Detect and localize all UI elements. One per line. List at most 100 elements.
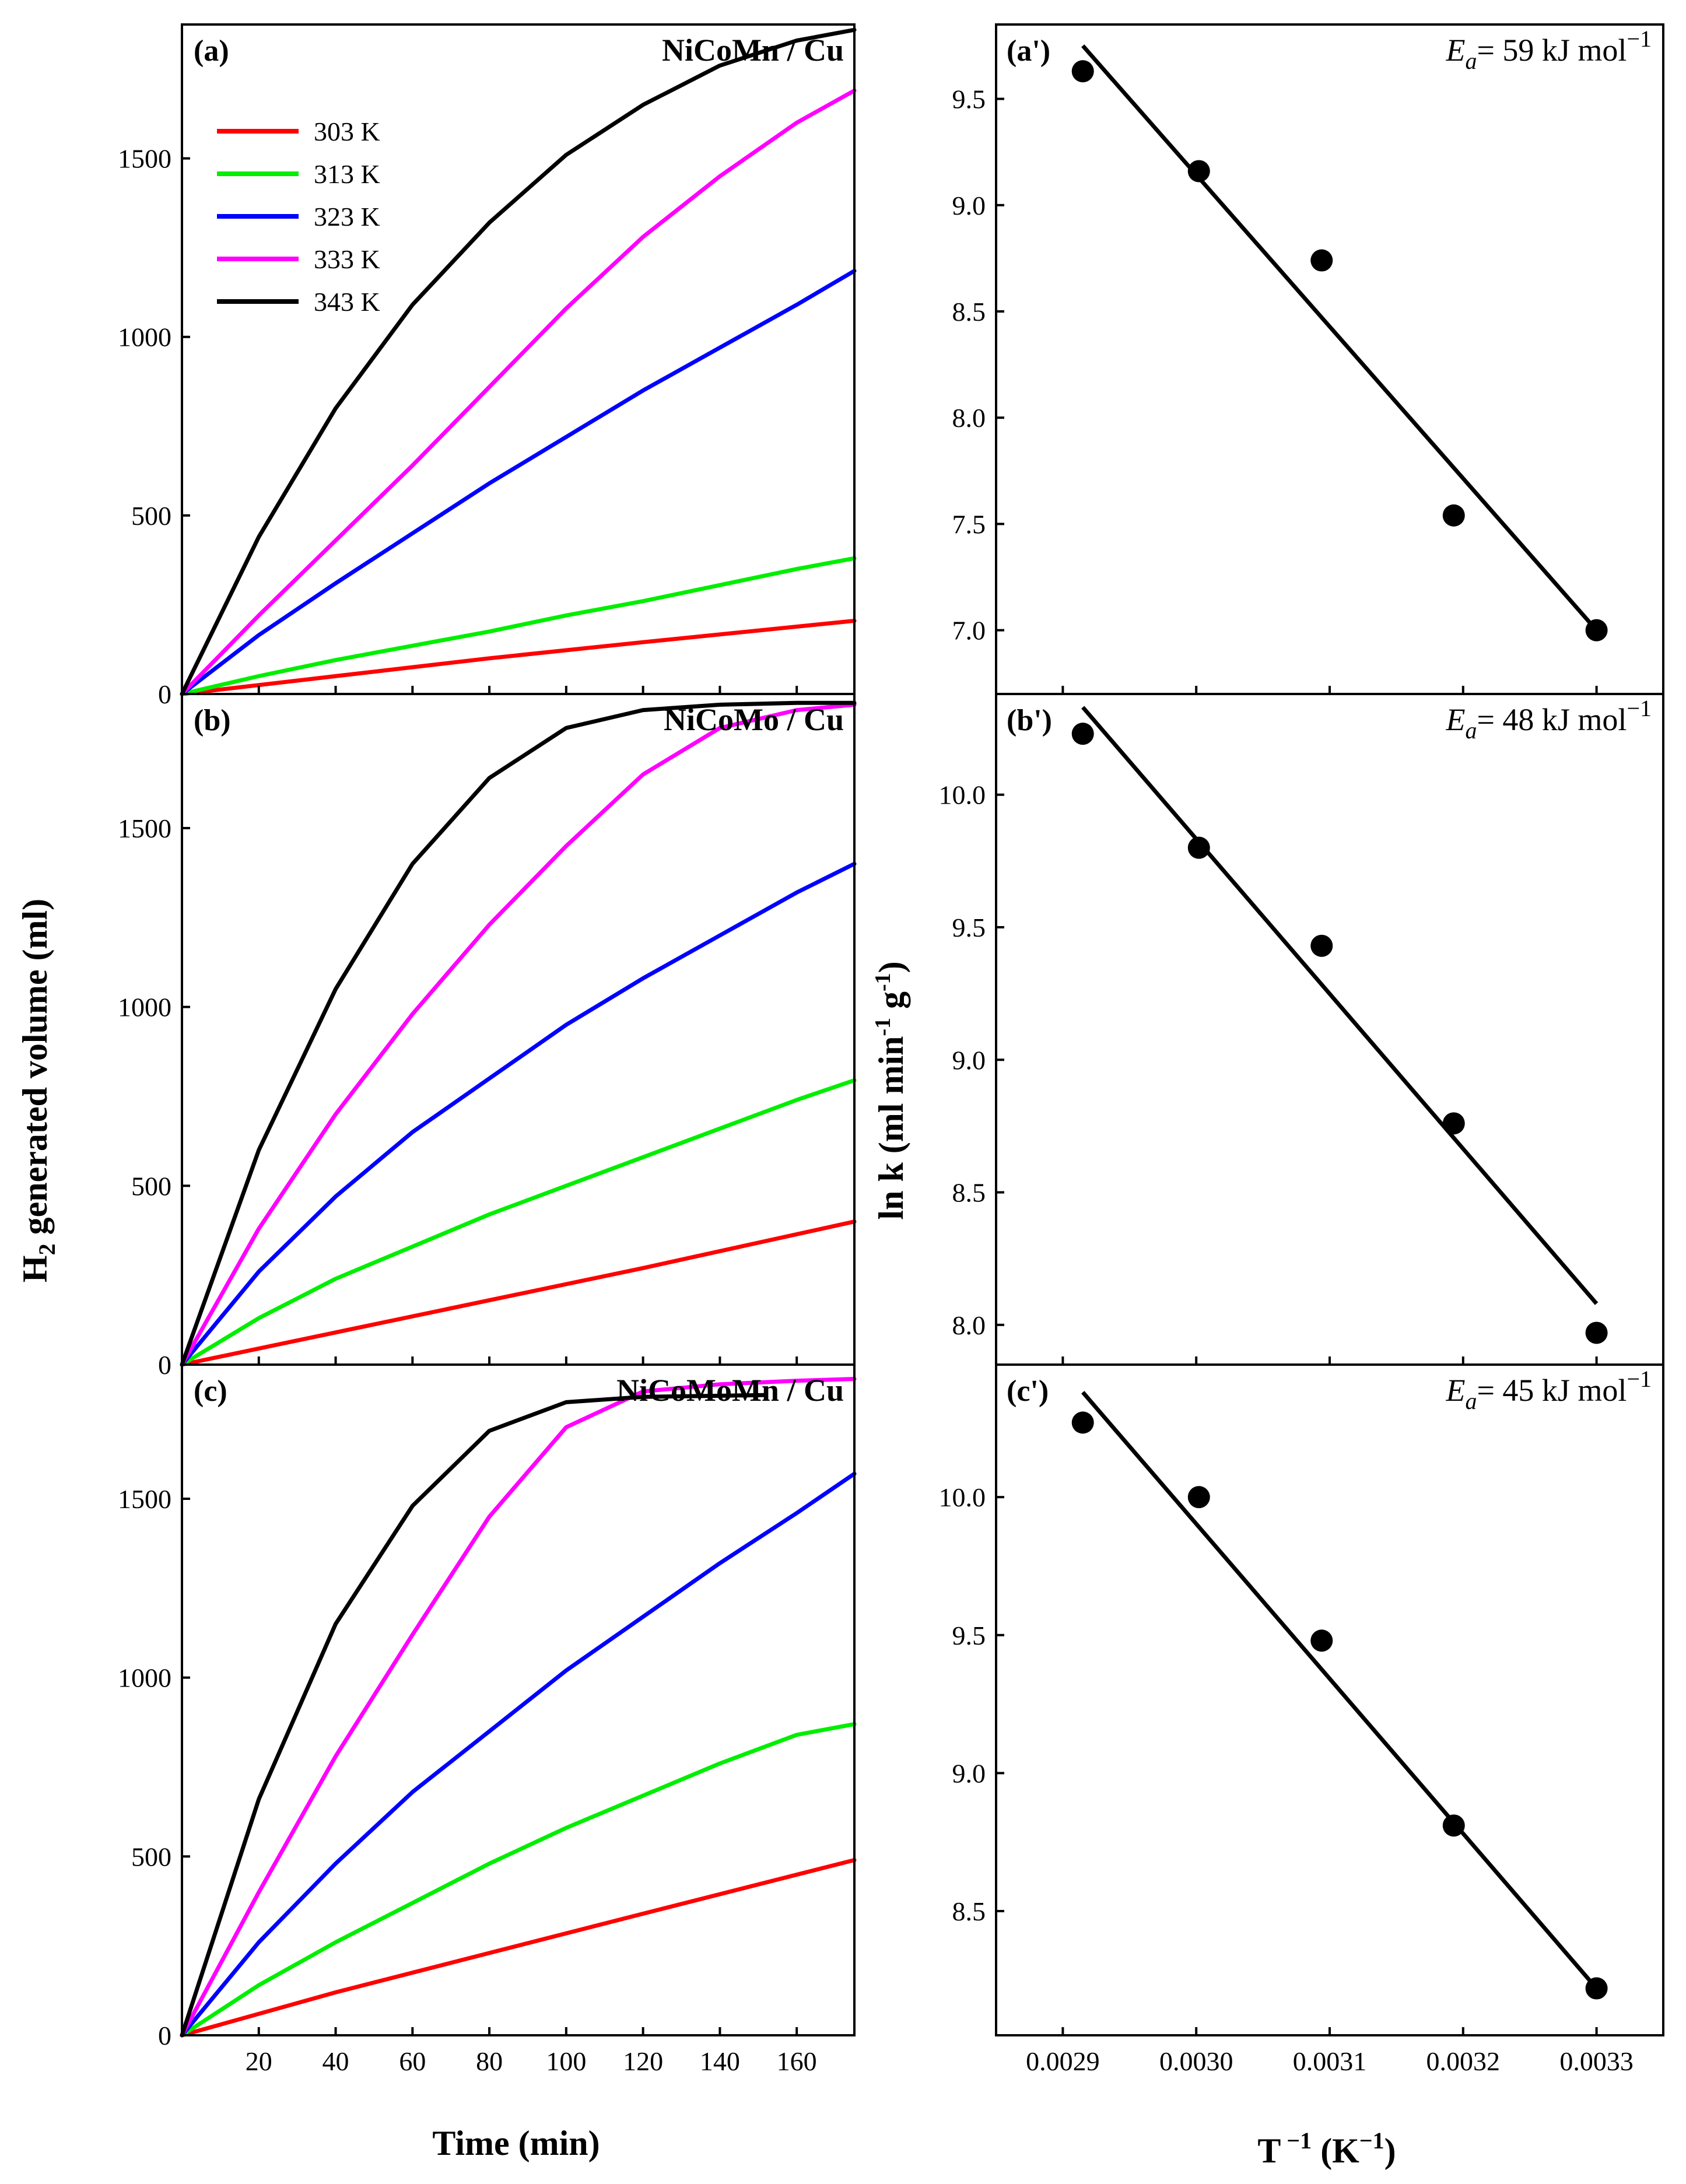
y-tick-label: 1000 <box>118 1663 171 1693</box>
y-tick-label: 9.0 <box>952 1758 986 1788</box>
left-panel-2: 0 500 1000 1500 (b) NiCoMo / Cu <box>118 693 857 1380</box>
y-tick-label: 7.0 <box>952 616 986 646</box>
ea-value: = 45 kJ mol <box>1477 1373 1627 1408</box>
panel-label: (c) <box>194 1375 227 1408</box>
right-panels: 7.07.58.08.59.09.5(a') Ea= 59 kJ mol−18.0… <box>939 23 1664 2076</box>
legend-label: 313 K <box>314 159 380 189</box>
series-line <box>180 269 857 696</box>
y-tick-label: 0 <box>158 679 171 709</box>
data-point <box>1187 1486 1210 1509</box>
right-y-axis-title: ln k (ml min-1 g-1) <box>871 961 910 1219</box>
right-y-axis-title-end: ) <box>872 961 910 973</box>
x-tick-label: 160 <box>777 2046 817 2076</box>
x-tick-label: 0.0030 <box>1159 2046 1233 2076</box>
series-line <box>180 1393 768 2038</box>
y-tick-label: 9.0 <box>952 191 986 220</box>
ea-exponent: −1 <box>1627 695 1652 721</box>
data-point <box>1442 1112 1465 1135</box>
series-line <box>180 1377 857 2038</box>
fit-line <box>1081 706 1599 1305</box>
right-panel-3: 8.5 9.0 9.5 10.0 0.0029 0.0030 0.0031 0.0032 0.0… <box>939 1363 1664 2076</box>
panel-title: NiCoMn / Cu <box>662 33 844 68</box>
y-tick-label: 1000 <box>118 993 171 1022</box>
data-point <box>1310 249 1333 272</box>
y-tick-label: 9.5 <box>952 85 986 114</box>
y-tick-label: 500 <box>131 501 171 531</box>
y-tick-label: 0 <box>158 2021 171 2050</box>
series-line <box>180 556 857 696</box>
series-line <box>180 1219 857 1367</box>
series-line <box>180 702 857 1367</box>
ea-symbol: E <box>1445 33 1465 68</box>
right-x-axis-title-sup1: −1 <box>1281 2127 1312 2154</box>
data-point <box>1071 60 1094 83</box>
data-point <box>1585 619 1608 641</box>
panel-label: (a) <box>194 34 229 68</box>
x-tick-label: 40 <box>323 2046 349 2076</box>
ea-exponent: −1 <box>1627 26 1652 52</box>
panel-label: (b) <box>194 704 231 737</box>
x-tick-label: 100 <box>546 2046 586 2076</box>
x-tick-label: 140 <box>700 2046 740 2076</box>
left-y-axis-title-sub: 2 <box>34 1243 60 1255</box>
right-y-axis-title-sup2: -1 <box>871 973 895 991</box>
x-tick-label: 0.0032 <box>1426 2046 1501 2076</box>
left-y-axis-title-main: H <box>16 1255 54 1282</box>
x-tick-label: 60 <box>399 2046 426 2076</box>
data-point <box>1585 1977 1608 2000</box>
y-tick-label: 0 <box>158 1350 171 1380</box>
series-line <box>180 1471 857 2038</box>
right-x-axis-title-sup2: −1 <box>1359 2127 1384 2154</box>
series-line <box>180 619 857 696</box>
y-tick-label: 10.0 <box>939 1482 986 1512</box>
y-tick-label: 9.5 <box>952 913 986 942</box>
left-x-axis-title: Time (min) <box>432 2124 600 2162</box>
data-point <box>1442 1814 1465 1837</box>
y-tick-label: 8.0 <box>952 1310 986 1340</box>
y-tick-label: 8.5 <box>952 1896 986 1926</box>
plot-frame <box>181 693 856 1366</box>
data-point <box>1187 160 1210 183</box>
y-tick-label: 1500 <box>118 144 171 174</box>
ea-value: = 48 kJ mol <box>1477 702 1627 737</box>
data-point <box>1585 1321 1608 1344</box>
legend-label: 343 K <box>314 287 380 317</box>
series-line <box>180 861 857 1367</box>
data-point <box>1442 504 1465 527</box>
ea-symbol: E <box>1445 702 1465 737</box>
data-point <box>1071 723 1094 745</box>
y-tick-label: 500 <box>131 1842 171 1871</box>
ea-value: = 59 kJ mol <box>1477 33 1627 68</box>
activation-energy-label: Ea= 45 kJ mol−1 <box>1445 1366 1652 1414</box>
data-point <box>1187 836 1210 859</box>
series-line <box>180 1858 857 2038</box>
activation-energy-label: Ea= 59 kJ mol−1 <box>1445 26 1652 74</box>
x-tick-label: 0.0033 <box>1559 2046 1634 2076</box>
y-tick-label: 9.5 <box>952 1621 986 1650</box>
activation-energy-label: Ea= 48 kJ mol−1 <box>1445 695 1652 744</box>
left-y-axis-title: H2 generated volume (ml) <box>16 899 60 1282</box>
legend: 303 K 313 K 323 K 333 K 343 K <box>217 117 380 317</box>
y-tick-label: 7.5 <box>952 509 986 539</box>
series-line <box>180 1078 857 1367</box>
panel-label: (a') <box>1007 34 1050 68</box>
left-panel-3: 0 500 1000 1500 20 40 60 80 100 120 140 160 (c) NiCoM… <box>118 1363 857 2076</box>
y-tick-label: 8.0 <box>952 403 986 433</box>
right-y-axis-title-sup1: -1 <box>871 1018 895 1036</box>
y-tick-label: 1500 <box>118 814 171 843</box>
series-line <box>180 88 857 696</box>
ea-subscript: a <box>1465 48 1477 74</box>
x-tick-label: 20 <box>246 2046 272 2076</box>
series-line <box>180 700 857 1367</box>
left-panel-1: 0 500 1000 1500 (a) NiCoMn / Cu <box>118 23 857 709</box>
right-panel-1: 7.0 7.5 8.0 8.5 9.0 9.5 (a') Ea= 59 kJ mol−1 <box>952 23 1664 695</box>
panel-label: (c') <box>1007 1375 1049 1408</box>
right-x-axis-title-main: T <box>1257 2132 1281 2170</box>
legend-label: 303 K <box>314 117 380 146</box>
right-x-axis-title: T −1 (K−1) <box>1257 2127 1396 2170</box>
x-tick-label: 80 <box>476 2046 503 2076</box>
y-tick-label: 9.0 <box>952 1045 986 1075</box>
panel-label: (b') <box>1007 704 1052 737</box>
y-tick-label: 8.5 <box>952 1178 986 1208</box>
